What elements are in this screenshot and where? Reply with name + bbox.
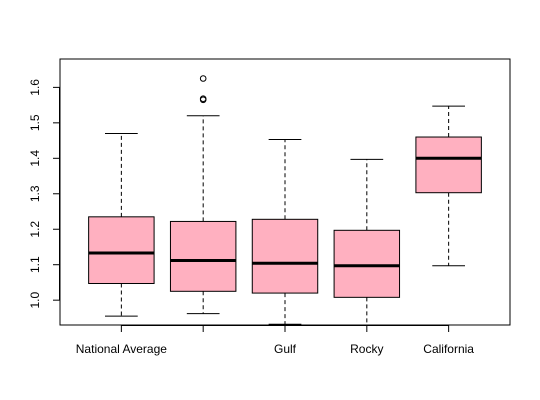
iqr-box [415,136,482,194]
x-tick-label: Rocky [350,342,383,356]
x-tick-label: National Average [76,342,168,356]
iqr-box [333,229,401,298]
y-tick-label: 1.2 [28,221,42,238]
boxes-layer [88,75,482,326]
y-tick-label: 1.1 [28,256,42,273]
outlier-point [199,75,207,82]
box-group [251,139,319,325]
box-group [88,132,155,317]
outlier-point [199,95,207,103]
x-tick-label: Gulf [274,342,297,356]
y-tick-label: 1.5 [28,114,42,131]
y-axis: 1.0 1.1 1.2 1.3 1.4 1.5 1.6 [28,79,60,309]
iqr-box [251,218,319,294]
y-tick-label: 1.4 [28,150,42,167]
box-group [169,75,237,315]
box-group [415,105,482,267]
y-tick-label: 1.0 [28,292,42,309]
iqr-box [169,220,237,292]
y-tick-label: 1.6 [28,79,42,96]
box-group [333,158,401,326]
x-axis: National Average Gulf Rocky California [76,325,474,356]
y-tick-label: 1.3 [28,185,42,202]
x-tick-label: California [423,342,474,356]
iqr-box [88,216,155,285]
